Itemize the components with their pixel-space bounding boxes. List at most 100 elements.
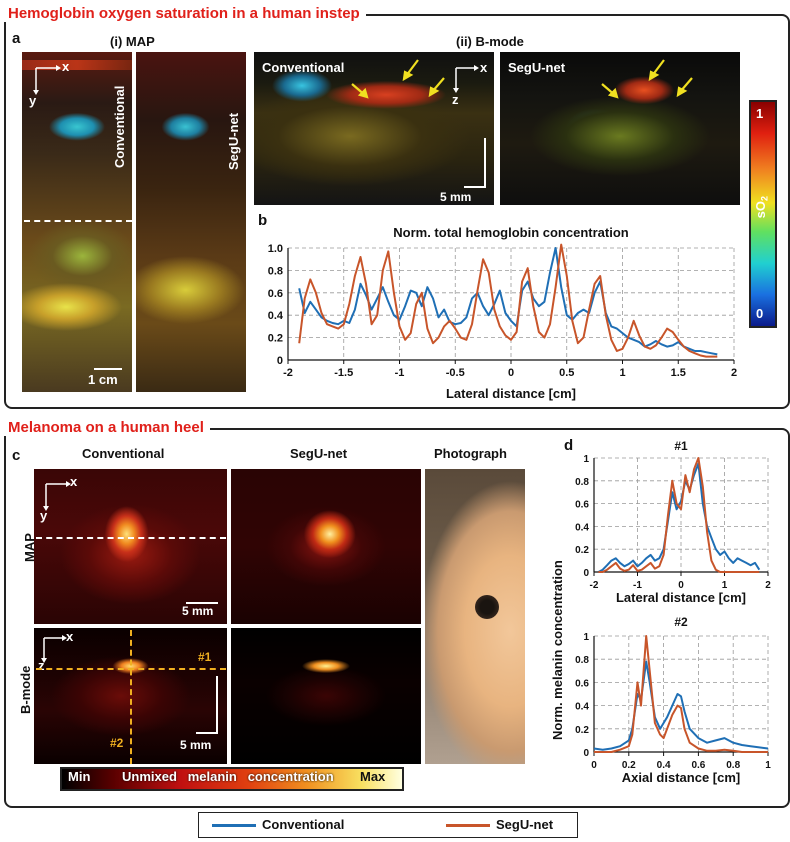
y-tick-label: 1.0 [268, 243, 283, 255]
melanin-map-conventional-image [34, 469, 227, 624]
x-tick-label: 0 [678, 580, 684, 591]
x-axis-label: Lateral distance [cm] [446, 386, 576, 401]
x-tick-label: 0 [508, 367, 514, 379]
melanin-map-axis-y: y [40, 508, 48, 523]
bmode-segunet-label: SegU-net [508, 60, 566, 75]
bmode-axis-arrows [450, 62, 484, 96]
melanin-colorbar-min: Min [68, 769, 91, 784]
so2-colorbar-max: 1 [756, 106, 764, 121]
so2-colorbar-min: 0 [756, 306, 764, 321]
so2-colorbar-sub: 2 [759, 196, 770, 202]
melanin-bmode-scale-v [216, 676, 218, 732]
x-tick-label: 1.5 [671, 367, 686, 379]
bmode-segunet-image [500, 52, 740, 205]
x-tick-label: 1 [765, 760, 771, 771]
y-tick-label: 0.8 [268, 265, 283, 277]
melanin-colorbar-text: Unmixed melanin concentration [122, 769, 334, 784]
panel-d-ylabel: Norm. melanin concentration [550, 560, 565, 740]
chart-title: #1 [674, 439, 688, 453]
melanin-colorbar-max: Max [360, 769, 386, 784]
y-tick-label: 0.6 [268, 288, 283, 300]
y-tick-label: 0.6 [575, 678, 589, 689]
chart-title: #2 [674, 615, 688, 629]
x-tick-label: -0.5 [446, 367, 465, 379]
so2-colorbar [749, 100, 777, 328]
x-axis-label: Axial distance [cm] [622, 770, 741, 785]
legend-segunet-swatch [446, 824, 490, 827]
x-tick-label: 0.2 [622, 760, 636, 771]
melanin-colorbar [60, 767, 404, 791]
chart-title: Norm. total hemoglobin concentration [393, 225, 629, 240]
y-tick-label: 0 [583, 568, 589, 579]
x-tick-label: 0 [591, 760, 597, 771]
map-dashed-line [24, 220, 132, 222]
bmode-scale-bar-h [464, 186, 486, 188]
series-line-conventional [593, 660, 769, 751]
panel-c-photograph: Photograph [434, 446, 507, 461]
y-tick-label: 1 [583, 632, 589, 643]
x-tick-label: 0.8 [726, 760, 740, 771]
map-axis-y: y [29, 93, 37, 108]
melanin-bmode-axis-x: x [66, 629, 74, 644]
x-tick-label: 1 [619, 367, 625, 379]
melanin-map-scale-bar [186, 602, 218, 604]
melanin-map-dashed-line [36, 537, 226, 539]
heel-photograph [425, 469, 525, 764]
y-tick-label: 0.8 [575, 655, 589, 666]
y-tick-label: 0.4 [268, 310, 284, 322]
section-a-title: Hemoglobin oxygen saturation in a human … [2, 5, 366, 22]
melanin-bmode-scale-h [196, 732, 218, 734]
x-tick-label: 2 [765, 580, 771, 591]
y-tick-label: 1 [583, 454, 589, 465]
x-tick-label: -2 [590, 580, 599, 591]
y-tick-label: 0.2 [575, 725, 589, 736]
bmode-conventional-label: Conventional [262, 60, 345, 75]
bmode-scale-text: 5 mm [440, 190, 472, 204]
panel-a-letter: a [12, 30, 21, 47]
map-conventional-label: Conventional [112, 85, 127, 168]
series-line-segu-net [594, 635, 768, 753]
x-tick-label: -1 [395, 367, 405, 379]
y-tick-label: 0.4 [575, 702, 589, 713]
y-tick-label: 0.8 [575, 477, 589, 488]
x-tick-label: 1 [722, 580, 728, 591]
series-line-segu-net [598, 457, 760, 573]
marker-2: #2 [110, 736, 124, 750]
map-axis-arrows [30, 60, 70, 100]
legend-conventional-swatch [212, 824, 256, 827]
map-segunet-image [136, 52, 246, 392]
legend-conventional-label: Conventional [262, 817, 345, 832]
x-tick-label: -1.5 [334, 367, 353, 379]
x-tick-label: 0.6 [691, 760, 705, 771]
y-tick-label: 0.2 [575, 545, 589, 556]
legend-segunet-label: SegU-net [496, 817, 554, 832]
x-tick-label: 2 [731, 367, 737, 379]
marker-1: #1 [198, 650, 212, 664]
panel-b-letter: b [258, 212, 268, 229]
map-scale-text: 1 cm [88, 372, 118, 387]
y-tick-label: 0.4 [575, 522, 589, 533]
bmode-axis-z: z [452, 92, 459, 107]
melanin-map-axis-x: x [70, 474, 78, 489]
section-c-title: Melanoma on a human heel [2, 419, 210, 436]
section-a-box [4, 14, 790, 409]
bmode-conventional-image [254, 52, 494, 205]
melanin-bmode-scale-text: 5 mm [180, 738, 212, 752]
melanin-bmode-axes [38, 632, 74, 668]
bmode-axis-x: x [480, 60, 488, 75]
bmode-arrows-conventional [340, 56, 450, 106]
so2-colorbar-label: sO2 [753, 196, 770, 219]
x-tick-label: -1 [633, 580, 642, 591]
melanin-map-segunet-image [231, 469, 421, 624]
legend-box [198, 812, 578, 838]
series-line-conventional [597, 462, 761, 573]
map-segunet-label: SegU-net [226, 112, 241, 170]
panel-a-bmode-label: (ii) B-mode [456, 34, 524, 49]
melanin-map-axes [40, 476, 80, 516]
x-tick-label: 0.5 [559, 367, 574, 379]
map-conventional-image [22, 52, 132, 392]
x-tick-label: 0.4 [657, 760, 671, 771]
y-tick-label: 0.6 [575, 500, 589, 511]
y-tick-label: 0 [583, 748, 589, 759]
